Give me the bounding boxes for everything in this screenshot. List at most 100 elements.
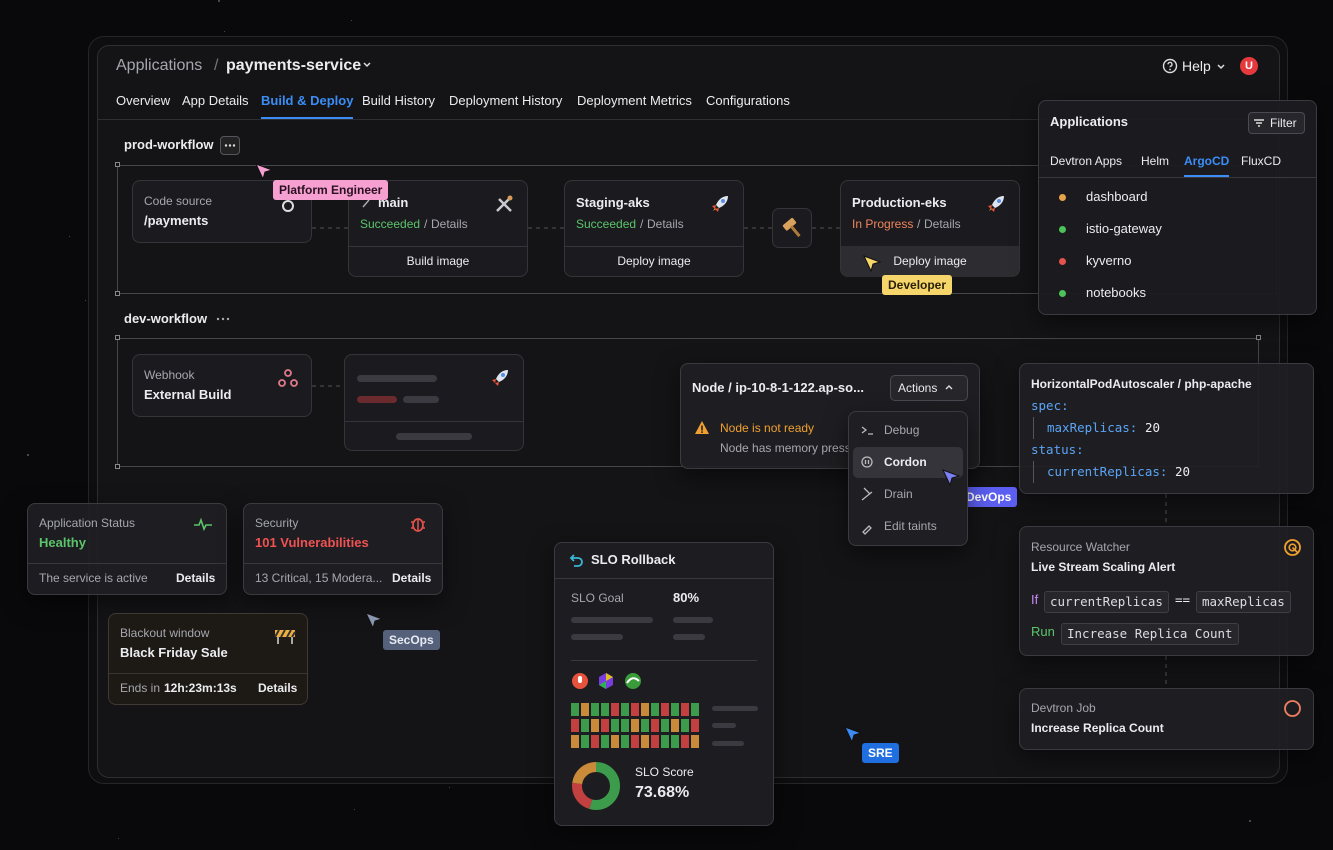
decor <box>782 217 801 238</box>
star <box>85 300 86 301</box>
decor <box>224 144 228 147</box>
card-note: The service is active <box>39 571 148 585</box>
avatar-circle[interactable] <box>1240 57 1258 75</box>
app-item[interactable]: dashboard <box>1086 189 1148 204</box>
heat-cell <box>651 719 659 732</box>
decor <box>284 369 292 377</box>
tab[interactable]: App Details <box>182 93 249 108</box>
heat-cell <box>571 735 579 748</box>
panel-tab[interactable]: Helm <box>1141 154 1170 168</box>
chevron <box>1217 64 1225 70</box>
tab[interactable]: Build History <box>362 93 435 108</box>
decor <box>232 144 236 147</box>
node-label: Webhook <box>144 368 195 382</box>
tab[interactable]: Deployment History <box>449 93 563 108</box>
decor <box>396 433 472 440</box>
heat-cell <box>661 703 669 716</box>
status-separator: / <box>917 217 921 231</box>
workflow-name: dev-workflow <box>124 311 208 326</box>
tab[interactable]: Deployment Metrics <box>577 93 692 108</box>
heartbeat-icon <box>194 517 212 532</box>
workflow-menu[interactable] <box>214 313 232 325</box>
details-link[interactable]: Details <box>924 217 961 231</box>
security-card <box>243 503 443 595</box>
tab[interactable]: Configurations <box>706 93 790 108</box>
panel-tab[interactable]: FluxCD <box>1241 154 1282 168</box>
actions-label[interactable]: Actions <box>898 381 938 395</box>
heat-cell <box>581 719 589 732</box>
decor <box>411 520 425 531</box>
decor <box>277 637 293 644</box>
details-link[interactable]: Details <box>392 571 432 585</box>
node-action[interactable]: Deploy image <box>893 254 967 268</box>
heat-cell <box>581 735 589 748</box>
approval-node[interactable] <box>772 208 812 248</box>
metric-label: SLO Score <box>635 765 694 779</box>
app-item[interactable]: kyverno <box>1086 253 1132 268</box>
heat-cell <box>651 735 659 748</box>
help-label[interactable]: Help <box>1182 58 1211 74</box>
tab[interactable]: Build & Deploy <box>261 93 354 108</box>
decor <box>362 199 370 208</box>
placeholder-node <box>344 354 524 451</box>
decor <box>721 199 725 203</box>
decor <box>572 762 620 810</box>
filter-button[interactable] <box>1248 112 1305 134</box>
decor <box>555 578 773 579</box>
breadcrumb-root[interactable]: Applications <box>116 57 203 74</box>
applications-panel <box>1038 100 1317 315</box>
star <box>69 236 70 237</box>
active-tab-indicator <box>261 117 353 119</box>
keyword: If <box>1031 592 1039 607</box>
tab[interactable]: Overview <box>116 93 171 108</box>
slo-donut <box>572 762 620 810</box>
filter-label[interactable]: Filter <box>1270 116 1297 130</box>
heat-cell <box>571 703 579 716</box>
decor <box>712 205 719 212</box>
decor <box>1291 546 1299 554</box>
details-link[interactable]: Details <box>431 217 468 231</box>
app-item[interactable]: istio-gateway <box>1086 221 1162 236</box>
card-value: Healthy <box>39 535 86 550</box>
menu-item[interactable]: Drain <box>884 487 913 501</box>
actions-button[interactable] <box>890 375 968 401</box>
star <box>224 31 225 32</box>
menu-item[interactable]: Cordon <box>884 455 927 469</box>
warning-icon <box>695 421 709 434</box>
card-label: Devtron Job <box>1031 701 1096 715</box>
details-link[interactable]: Details <box>647 217 684 231</box>
decor <box>673 634 705 640</box>
decor <box>578 676 582 683</box>
divider <box>97 119 1280 120</box>
deploy-node[interactable] <box>564 180 744 277</box>
heat-cell <box>641 703 649 716</box>
decor <box>861 426 873 535</box>
app-name[interactable]: payments-service <box>226 57 362 74</box>
heat-cell <box>621 719 629 732</box>
blackout-card <box>108 613 308 705</box>
decor <box>989 208 992 211</box>
menu-item[interactable]: Debug <box>884 423 920 437</box>
star <box>449 787 450 788</box>
workflow-menu[interactable] <box>220 136 240 155</box>
decor <box>571 660 757 661</box>
menu-item[interactable]: Edit taints <box>884 519 937 533</box>
avatar-initial[interactable]: U <box>1245 60 1253 72</box>
details-link[interactable]: Details <box>176 571 216 585</box>
decor <box>1293 703 1299 714</box>
decor <box>349 246 527 247</box>
details-link[interactable]: Details <box>258 681 298 695</box>
decor <box>789 225 801 238</box>
node-action[interactable]: Build image <box>406 254 470 268</box>
app-item[interactable]: notebooks <box>1086 285 1146 300</box>
decor <box>115 335 120 340</box>
node-title: Production-eks <box>852 195 947 210</box>
panel-tab[interactable]: Devtron Apps <box>1050 154 1123 168</box>
decor <box>345 421 523 422</box>
decor <box>572 762 620 810</box>
panel-title: Applications <box>1050 114 1129 129</box>
decor <box>712 723 736 728</box>
panel-tab[interactable]: ArgoCD <box>1184 154 1230 168</box>
node-action[interactable]: Deploy image <box>617 254 691 268</box>
metric-value: 73.68% <box>635 784 690 801</box>
